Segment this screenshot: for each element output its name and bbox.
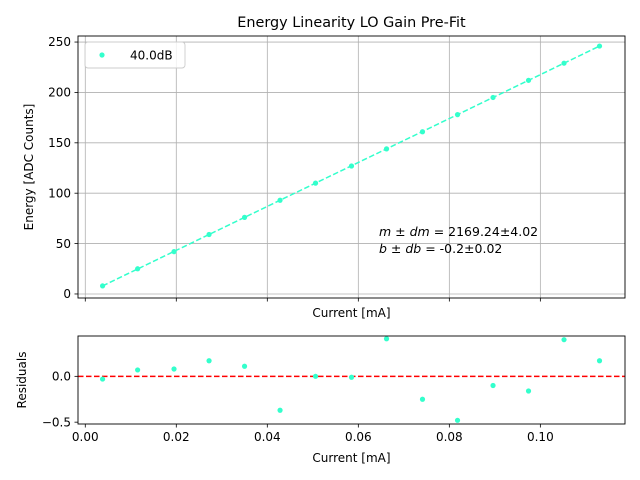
slope-value: = 2169.24±4.02: [430, 224, 538, 239]
energy-plot: Energy Linearity LO Gain Pre-Fit 0 50 100 1…: [22, 15, 626, 320]
data-points: [99, 43, 603, 289]
slope-label: m ± dm: [379, 224, 430, 239]
residual-point: [454, 417, 461, 423]
x-tick-label: 0.00: [72, 430, 99, 444]
residual-point: [596, 358, 603, 364]
data-point: [171, 249, 177, 255]
y-tick-label: 0.0: [52, 370, 71, 384]
legend: 40.0dB: [84, 41, 186, 69]
y-tick-label: 200: [48, 86, 71, 100]
data-point: [490, 94, 496, 101]
y-axis-label: Residuals: [15, 352, 29, 409]
x-axis-label: Current [mA]: [312, 306, 390, 320]
data-point: [135, 266, 141, 272]
x-tick-label: 0.02: [163, 430, 190, 444]
y-tick-label: 50: [56, 237, 71, 251]
y-tick-label: 250: [48, 35, 71, 49]
x-tick-label: 0.10: [527, 430, 554, 444]
data-point: [206, 231, 212, 238]
y-axis-ticks: −0.5 0.0: [42, 370, 78, 429]
residual-point: [419, 396, 426, 402]
intercept-label: b ± db: [379, 241, 421, 256]
x-axis-ticks: 0.00 0.02 0.04 0.06 0.08 0.10: [72, 424, 554, 444]
residual-point: [241, 363, 248, 369]
residual-point: [525, 388, 532, 394]
data-point: [596, 43, 603, 49]
residual-point: [490, 382, 496, 389]
x-axis-ticks: [84, 298, 541, 302]
y-axis-label: Energy [ADC Counts]: [22, 104, 36, 231]
intercept-value: = -0.2±0.02: [421, 241, 502, 256]
residual-point: [135, 367, 141, 373]
residual-point: [277, 407, 283, 413]
residual-point: [561, 337, 567, 343]
intercept-annotation: b ± db = -0.2±0.02: [379, 241, 502, 256]
residual-point: [206, 358, 212, 364]
fit-annotation: m ± dm = 2169.24±4.02 b ± db = -0.2±0.02: [379, 224, 538, 256]
residuals-plot: 0.00 0.02 0.04 0.06 0.08 0.10 −0.5 0.0 Current…: [15, 335, 626, 465]
residual-point: [383, 336, 390, 342]
y-tick-label: 100: [48, 186, 71, 200]
data-point: [561, 60, 567, 66]
y-axis-ticks: 0 50 100 150 200 250: [48, 35, 78, 301]
residual-points: [99, 336, 603, 423]
plot-frame: [77, 335, 626, 425]
x-axis-label: Current [mA]: [312, 451, 390, 465]
data-point: [525, 77, 532, 83]
residual-point: [348, 374, 355, 380]
data-point: [383, 146, 390, 152]
data-point: [348, 163, 355, 169]
legend-box: [84, 41, 186, 69]
data-point: [419, 129, 426, 135]
legend-label: 40.0dB: [130, 49, 173, 63]
data-point: [454, 112, 461, 118]
data-point: [241, 214, 248, 220]
data-point: [99, 283, 106, 289]
residual-point: [171, 366, 177, 372]
y-tick-label: 150: [48, 136, 71, 150]
residual-point: [312, 373, 319, 379]
x-tick-label: 0.08: [436, 430, 463, 444]
slope-annotation: m ± dm = 2169.24±4.02: [379, 224, 538, 239]
data-point: [312, 180, 319, 186]
data-point: [277, 197, 283, 203]
y-tick-label: −0.5: [42, 415, 71, 429]
y-tick-label: 0: [63, 287, 71, 301]
chart-title: Energy Linearity LO Gain Pre-Fit: [237, 15, 466, 31]
x-tick-label: 0.06: [345, 430, 372, 444]
plot-frame: [77, 35, 626, 299]
legend-marker: [99, 52, 105, 58]
x-tick-label: 0.04: [254, 430, 281, 444]
residual-point: [99, 376, 106, 382]
